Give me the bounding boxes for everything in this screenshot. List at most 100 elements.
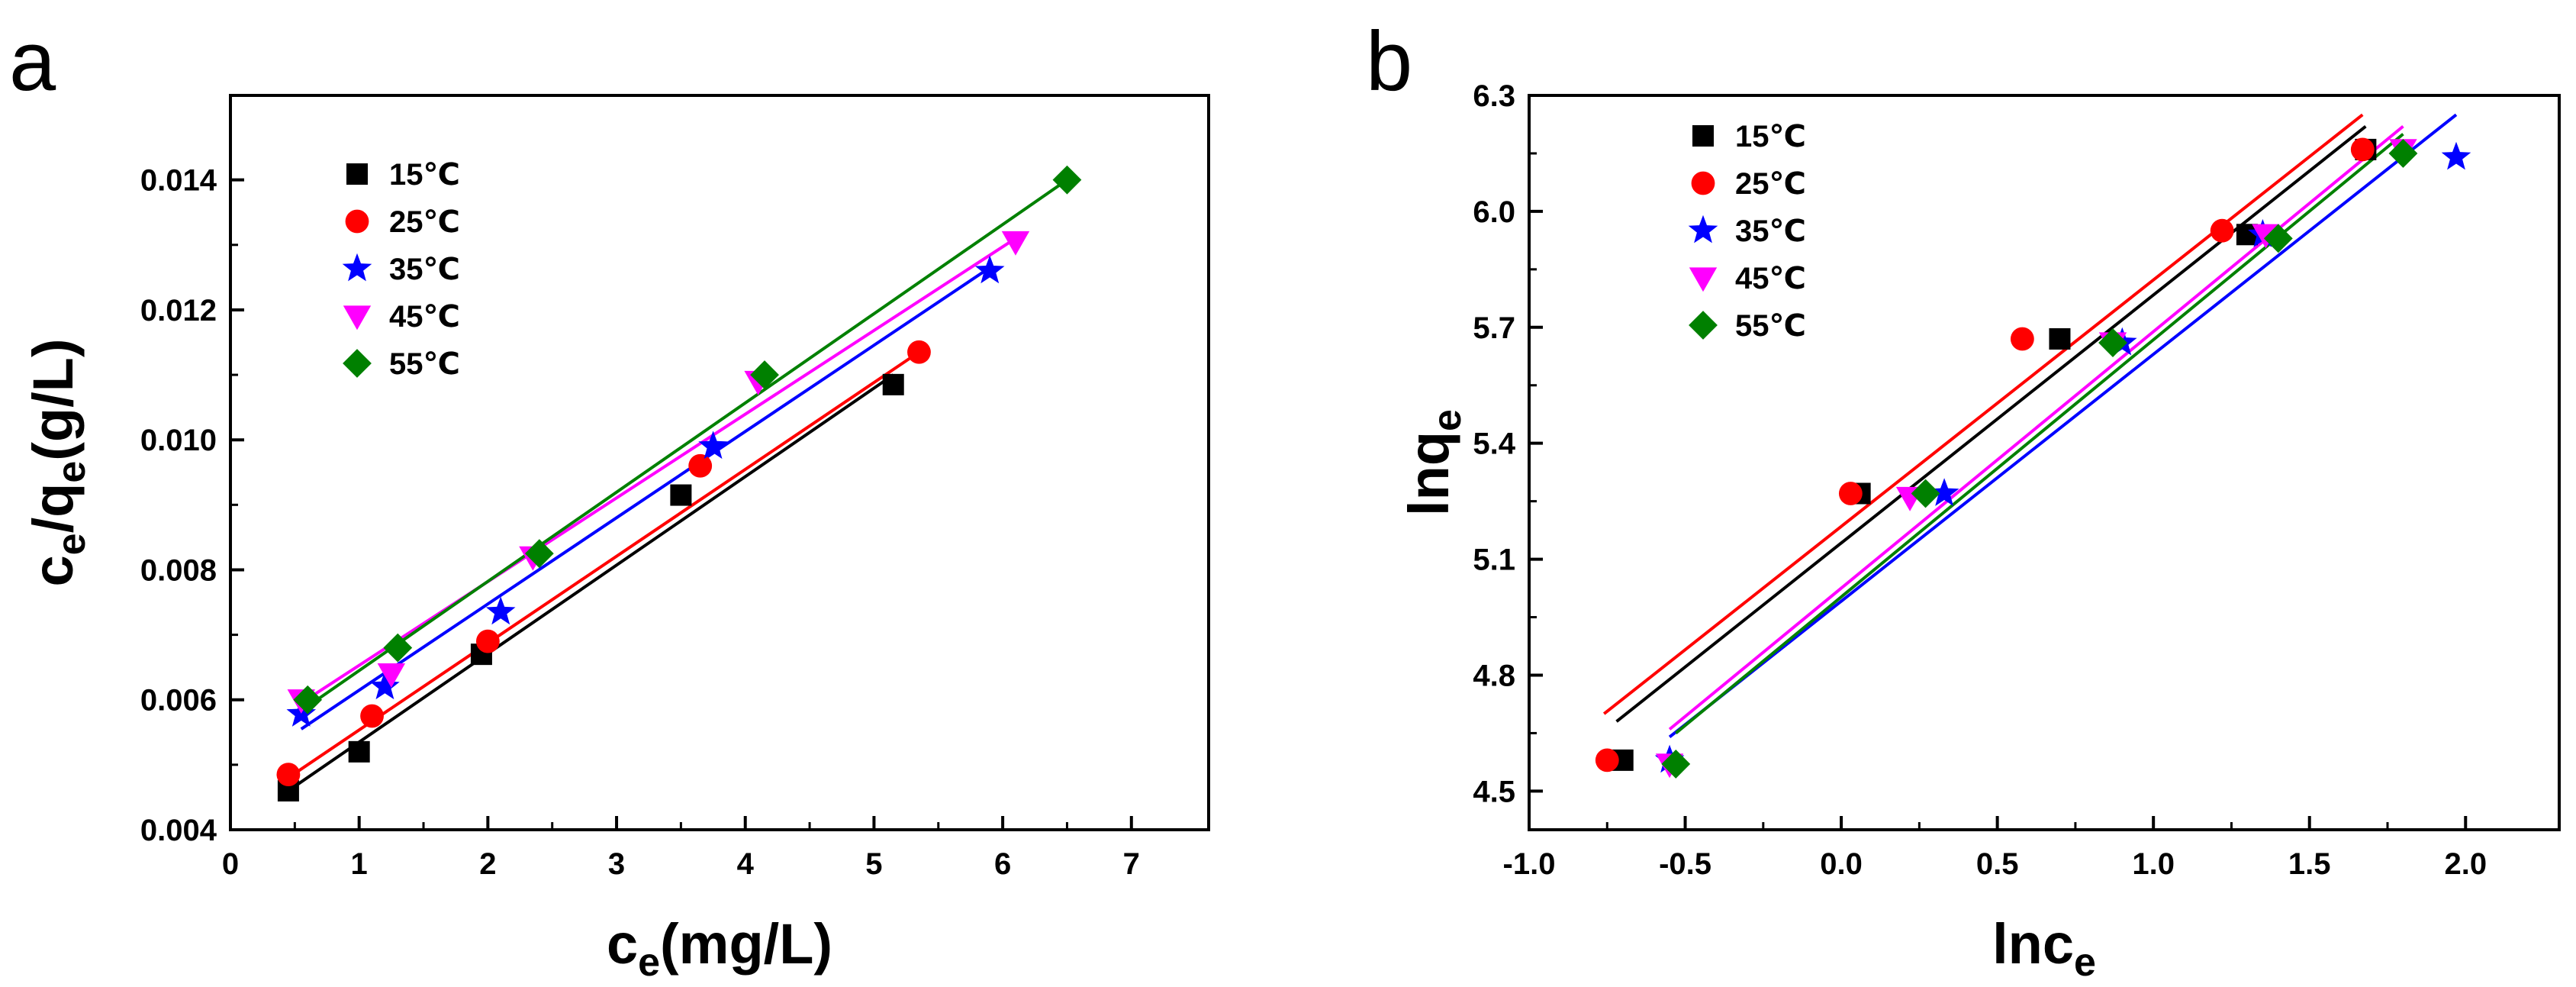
y-tick-label: 0.010 (140, 424, 217, 457)
data-point (688, 453, 713, 478)
chart-panel-a: 0 1 2 3 4 5 6 7 0.004 0.006 0.008 0.010 0.012 0.014 1… (21, 94, 1210, 985)
legend-label: 15℃ (389, 158, 460, 192)
y-axis-label-a: ce/qe(g/L) (21, 338, 94, 586)
legend-entry: 45℃ (343, 300, 460, 334)
y-tick-label: 0.014 (140, 164, 217, 198)
y-tick-label: 5.1 (1473, 543, 1515, 577)
legend-marker (1691, 171, 1715, 195)
chart-panel-b: -1.0 -0.5 0.0 0.5 1.0 1.5 2.0 4.5 4.8 5.1 5.4 5.7 6.… (1397, 79, 2561, 985)
data-point (1929, 478, 1959, 506)
data-point (293, 685, 323, 714)
data-point (1052, 165, 1082, 195)
legend-label: 45℃ (1735, 262, 1806, 295)
y-tick-label: 0.008 (140, 553, 217, 587)
legend-label: 55℃ (389, 347, 460, 381)
plot-frame-b (1528, 94, 2561, 831)
data-point (698, 431, 728, 460)
fit-line (307, 179, 1068, 708)
legend-marker (1688, 214, 1718, 244)
legend-entry: 35℃ (342, 253, 460, 286)
x-tick-label: 0.5 (1976, 847, 2019, 881)
panel-label-b: b (1366, 15, 1412, 108)
y-axis-label-b: lnqe (1397, 409, 1470, 516)
y-tick-label: 0.006 (140, 684, 217, 718)
data-point (485, 596, 516, 625)
legend-entry: 55℃ (1689, 309, 1806, 343)
plot-content-b (1595, 113, 2471, 779)
data-point (348, 740, 370, 763)
x-tick-label: -0.5 (1659, 847, 1711, 881)
legend-marker (342, 253, 372, 282)
legend-marker (346, 163, 368, 185)
data-point (2350, 137, 2375, 162)
fit-line (1615, 124, 2367, 723)
legend-marker (1692, 125, 1714, 147)
x-tick-label: 0 (222, 847, 239, 881)
data-point (2388, 139, 2418, 168)
x-tick-label: 6 (994, 847, 1011, 881)
x-tick-label: 4 (737, 847, 755, 881)
x-tick-label: 2 (479, 847, 496, 881)
fit-line (300, 237, 1017, 705)
data-point (276, 763, 301, 787)
legend-label: 35℃ (1735, 214, 1806, 248)
data-point (670, 484, 692, 506)
legend-label: 55℃ (1735, 309, 1806, 343)
x-tick-label: 1.0 (2132, 847, 2175, 881)
legend-label: 25℃ (1735, 167, 1806, 201)
data-point (907, 340, 931, 364)
y-tick-label: 5.4 (1473, 427, 1515, 461)
legend-label: 25℃ (389, 205, 460, 239)
x-tick-label: 2.0 (2444, 847, 2487, 881)
fit-line (1668, 113, 2458, 739)
y-tick-label: 6.0 (1473, 195, 1515, 229)
plot-frame-a (229, 94, 1210, 831)
legend-label: 35℃ (389, 253, 460, 286)
legend-entry: 15℃ (1692, 120, 1806, 153)
data-point (1911, 479, 1940, 508)
data-point (360, 704, 384, 728)
data-point (1661, 750, 1691, 779)
legend-marker (1689, 267, 1718, 292)
legend-label: 15℃ (1735, 120, 1806, 153)
y-tick-label: 6.3 (1473, 79, 1515, 113)
x-tick-label: 7 (1123, 847, 1140, 881)
data-point (1595, 748, 1619, 773)
y-tick-label: 4.5 (1473, 775, 1515, 808)
data-point (383, 633, 413, 663)
data-point (2441, 141, 2471, 170)
legend-entry: 25℃ (345, 205, 460, 239)
y-tick-label: 0.012 (140, 294, 217, 327)
x-tick-label: 0.0 (1820, 847, 1863, 881)
data-point (750, 360, 779, 389)
data-point (2210, 218, 2234, 243)
data-point (2010, 327, 2034, 351)
x-tick-label: 1.5 (2288, 847, 2331, 881)
legend-marker (1689, 311, 1718, 340)
legend-entry: 15℃ (346, 158, 460, 192)
x-tick-label: 5 (865, 847, 882, 881)
axis-ticks-a: 0 1 2 3 4 5 6 7 0.004 0.006 0.008 0.010 0.012 0.014 (140, 164, 1140, 881)
data-point (2049, 327, 2071, 350)
x-tick-label: -1.0 (1503, 847, 1556, 881)
x-tick-label: 3 (608, 847, 625, 881)
fit-line (1602, 113, 2364, 715)
data-point (2098, 328, 2127, 357)
fit-line (300, 266, 991, 731)
data-point (1001, 231, 1030, 256)
y-tick-label: 4.8 (1473, 659, 1515, 692)
fit-line (287, 350, 920, 779)
legend-entry: 25℃ (1691, 167, 1806, 201)
legend-label: 45℃ (389, 300, 460, 334)
legend-marker (343, 305, 372, 331)
panel-label-a: a (9, 15, 56, 108)
fit-line (287, 373, 894, 792)
data-point (377, 663, 406, 688)
data-point (974, 255, 1005, 284)
data-point (475, 629, 500, 653)
x-tick-label: 1 (351, 847, 368, 881)
data-point (370, 671, 400, 700)
legend-entry: 55℃ (343, 347, 460, 381)
data-point (1838, 482, 1863, 505)
